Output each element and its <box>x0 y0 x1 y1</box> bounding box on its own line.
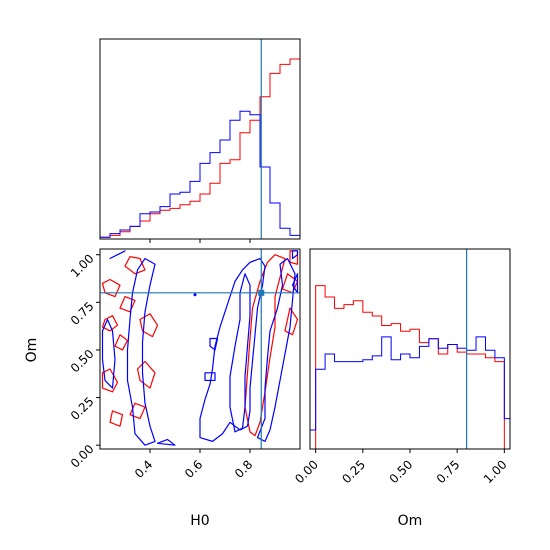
contour-x-tick-label-2: 0.8 <box>232 457 255 480</box>
contour-x-tick-label-1: 0.6 <box>182 457 205 480</box>
contour-blue-1 <box>101 318 116 389</box>
histogram-om-x-tick-label-4: 1.00 <box>481 457 510 486</box>
contour-red-8 <box>129 402 146 420</box>
contour-blue-0 <box>126 257 156 446</box>
contour-h0-om-panel: 0.4 0.6 0.8 0.00 0.25 0.50 0.75 1.00 <box>68 248 301 481</box>
histogram-om-panel: 0.00 0.25 0.50 0.75 1.00 <box>292 248 511 486</box>
contour-blue-10 <box>291 250 299 260</box>
contour-y-tick-label-0: 0.00 <box>68 442 97 471</box>
histogram-om-x-tick-label-3: 0.75 <box>434 457 463 486</box>
histogram-h0-blue-series <box>99 110 301 239</box>
histogram-om-x-tick-label-1: 0.25 <box>339 457 368 486</box>
contour-red-11 <box>284 307 299 336</box>
histogram-om-x-tick-label-0: 0.00 <box>292 457 321 486</box>
contour-y-tick-label-2: 0.50 <box>68 347 97 376</box>
truth-marker <box>258 289 265 296</box>
x-axis-label-om: Om <box>398 513 423 529</box>
contour-blue-5 <box>229 273 251 433</box>
histogram-om-x-tick-label-2: 0.50 <box>387 457 416 486</box>
contour-red-2 <box>114 334 129 351</box>
histogram-h0-red-series <box>99 58 301 239</box>
contour-blue-6 <box>256 257 296 442</box>
contour-y-tick-label-3: 0.75 <box>68 299 97 328</box>
contour-blue-point-0 <box>193 293 197 297</box>
histogram-om-frame <box>309 248 511 450</box>
contour-blue-7 <box>204 372 216 382</box>
contour-red-6 <box>136 360 156 389</box>
histogram-om-red-series <box>310 285 510 450</box>
contour-blue-2 <box>156 438 176 446</box>
y-axis-label-om: Om <box>24 338 40 363</box>
contour-red-4 <box>101 278 121 298</box>
contour-y-tick-label-4: 1.00 <box>68 251 97 280</box>
contour-plot-area <box>100 249 300 449</box>
x-axis-label-h0: H0 <box>190 513 209 529</box>
contour-red-10 <box>244 254 286 437</box>
histogram-h0-panel <box>99 38 301 243</box>
contour-blue-3 <box>109 250 126 260</box>
contour-red-9 <box>109 410 124 427</box>
histogram-h0-frame <box>99 38 301 240</box>
contour-red-1 <box>101 315 119 332</box>
histogram-om-blue-series <box>309 336 511 449</box>
contour-red-7 <box>139 313 159 338</box>
contour-red-5 <box>124 256 146 275</box>
contour-blue-9 <box>291 273 299 294</box>
contour-blue-4 <box>199 257 266 442</box>
contour-blue-8 <box>209 337 219 351</box>
contour-red-3 <box>119 296 136 313</box>
contour-x-tick-label-0: 0.4 <box>132 457 155 480</box>
contour-y-tick-label-1: 0.25 <box>68 394 97 423</box>
